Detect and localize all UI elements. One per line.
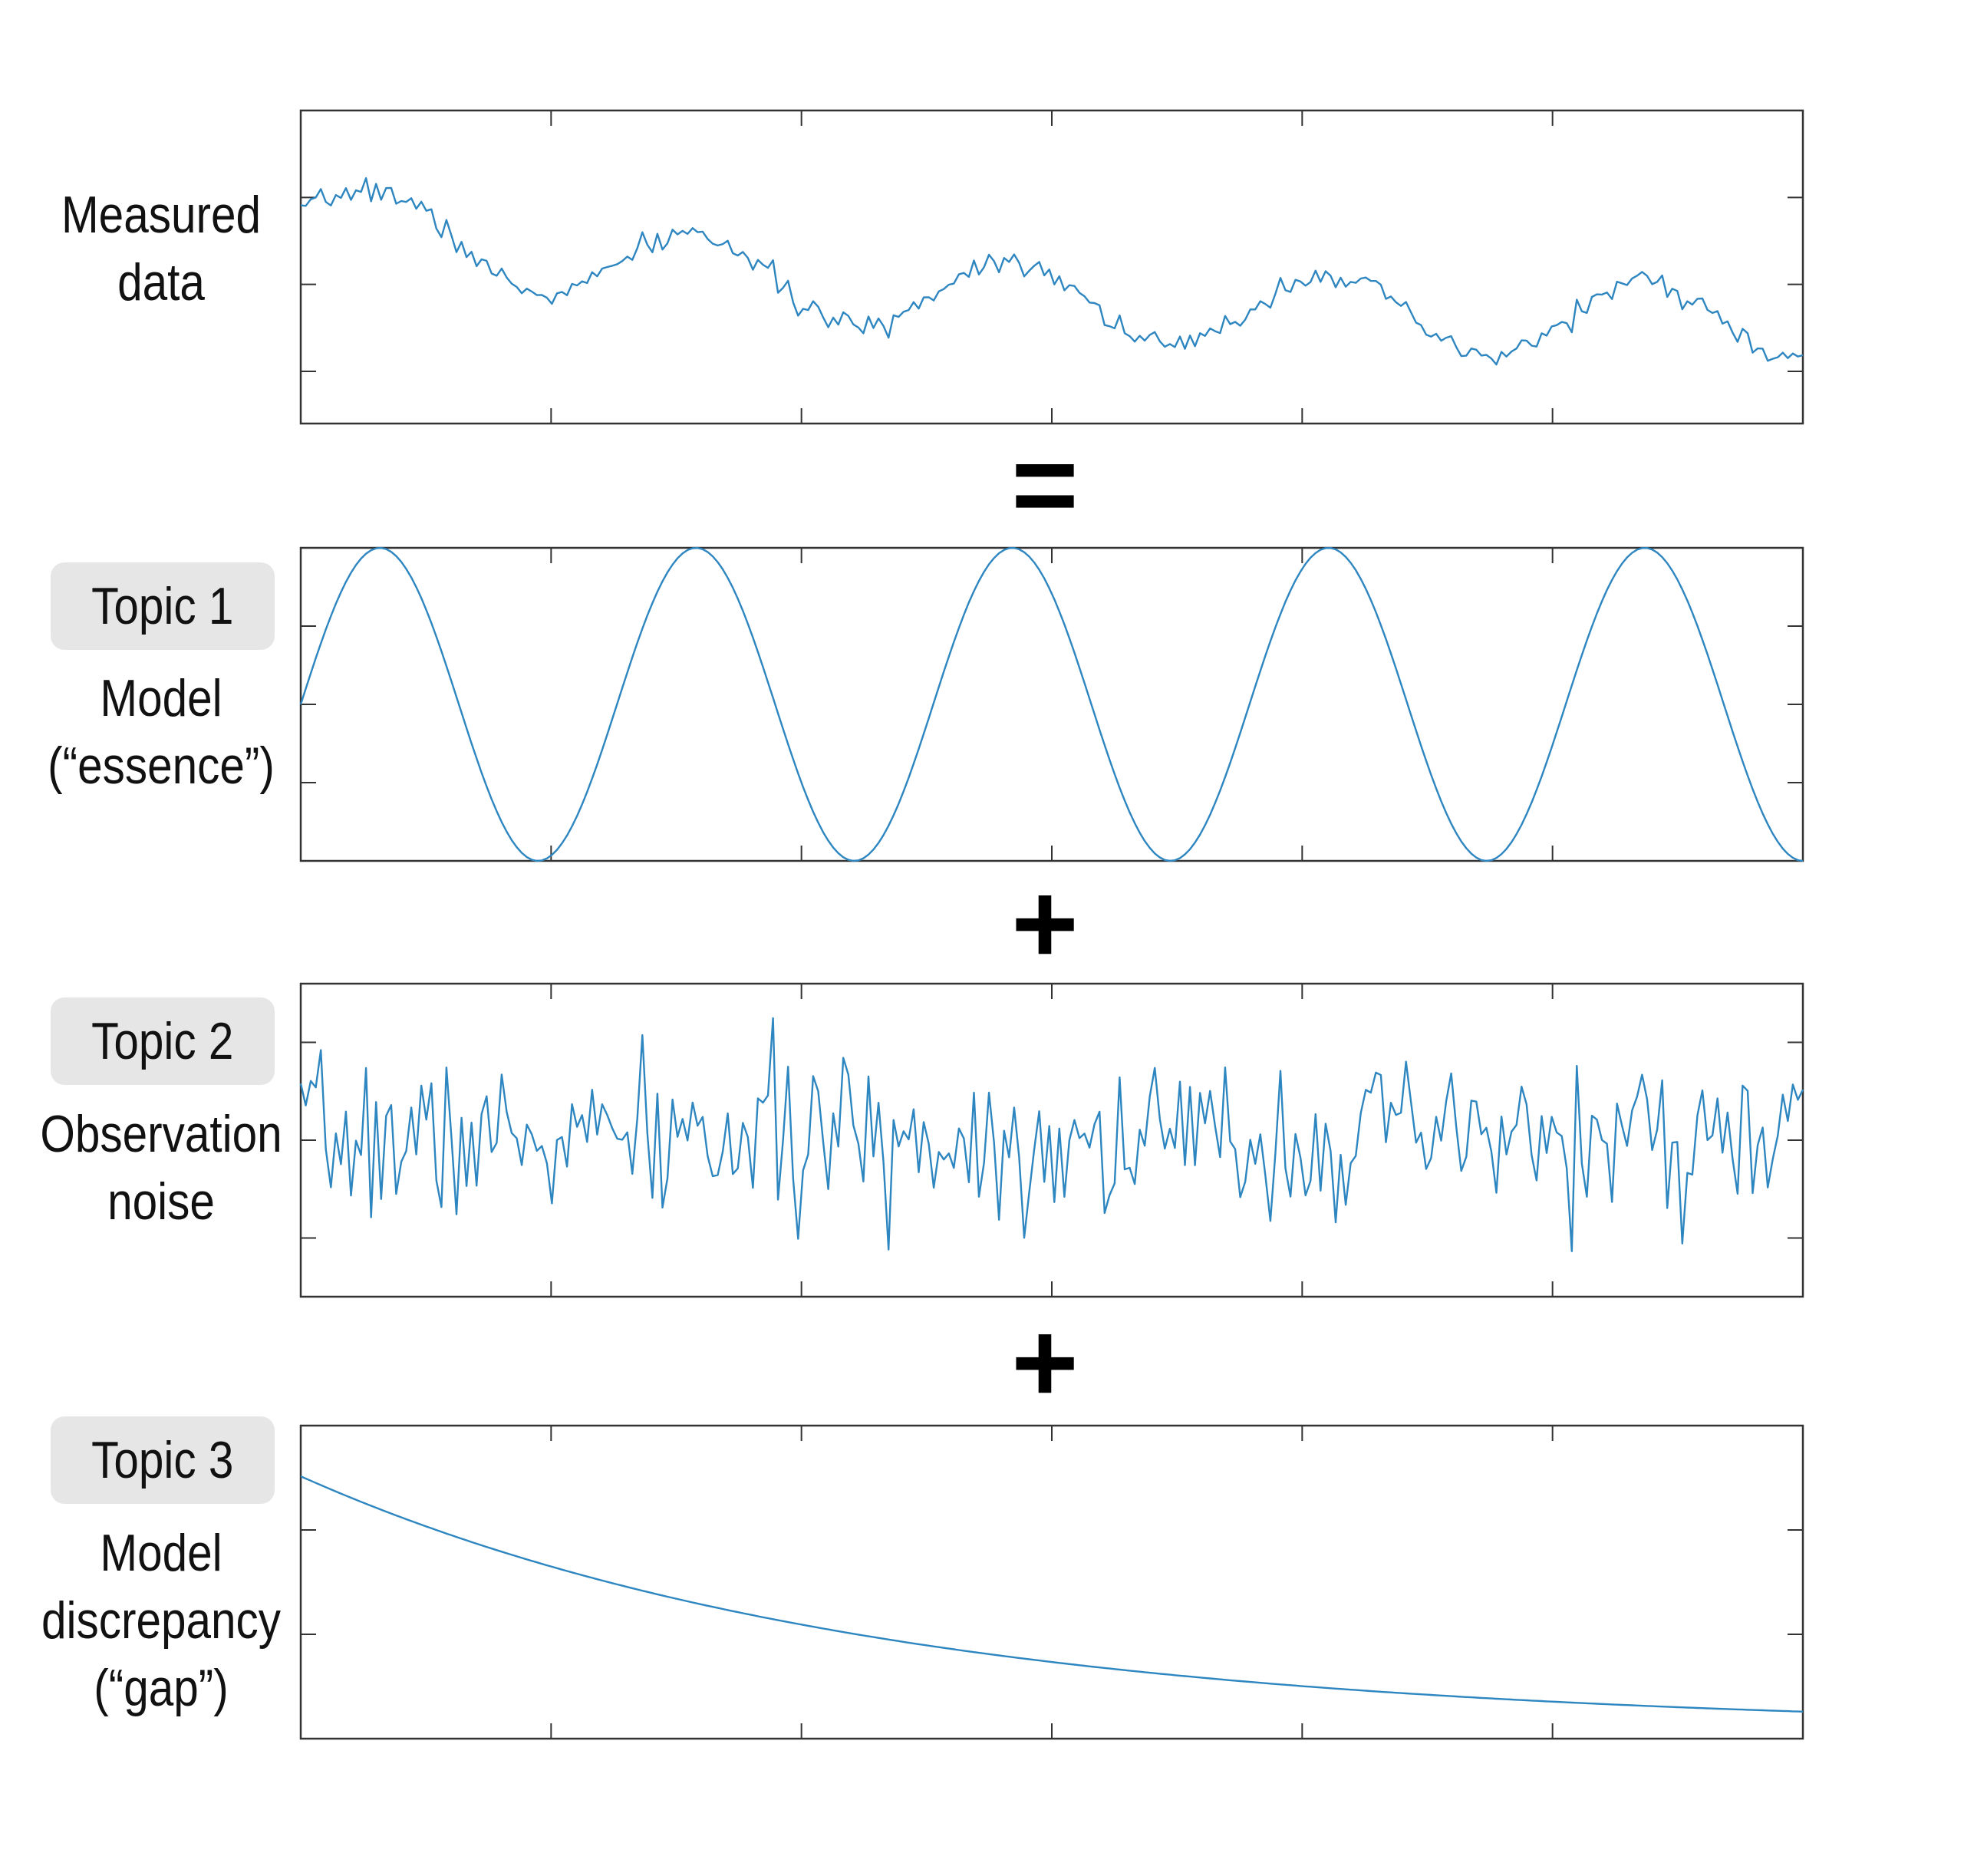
label-line: discrepancy xyxy=(41,1591,282,1650)
plot-frame xyxy=(299,982,1804,1298)
model-discrepancy-label: Model discrepancy (“gap”) xyxy=(36,1519,287,1722)
topic-1-badge: Topic 1 xyxy=(51,562,275,650)
measured-data-label: Measured data xyxy=(36,181,287,316)
topic-2-text: Topic 2 xyxy=(91,1012,234,1070)
chart-panel-2 xyxy=(299,546,1804,862)
label-line: Model xyxy=(100,669,222,727)
plot-frame xyxy=(299,1424,1804,1740)
series-line-topic3 xyxy=(300,1475,1804,1713)
plus-sign-1: + xyxy=(1011,859,1079,987)
series-line-measured xyxy=(300,176,1804,366)
model-essence-label: Model (“essence”) xyxy=(36,664,287,800)
label-line: Model xyxy=(100,1524,222,1582)
label-line: (“essence”) xyxy=(48,737,275,795)
label-line: (“gap”) xyxy=(94,1659,229,1717)
topic-2-badge: Topic 2 xyxy=(51,997,275,1085)
plus-sign-2: + xyxy=(1011,1297,1079,1426)
plot-frame xyxy=(299,109,1804,425)
topic-3-text: Topic 3 xyxy=(91,1431,234,1489)
series-line-topic1 xyxy=(299,546,1804,862)
label-line: Measured xyxy=(61,186,262,244)
observation-noise-label: Observation noise xyxy=(36,1100,287,1235)
series-line-topic2 xyxy=(299,1017,1804,1252)
chart-panel-3 xyxy=(299,982,1804,1298)
chart-panel-4 xyxy=(299,1424,1804,1740)
label-line: noise xyxy=(107,1172,215,1231)
label-line: Observation xyxy=(40,1105,282,1163)
equals-sign: = xyxy=(1011,420,1079,549)
topic-3-badge: Topic 3 xyxy=(51,1416,275,1504)
topic-1-text: Topic 1 xyxy=(91,577,234,635)
chart-panel-1 xyxy=(299,109,1804,425)
label-line: data xyxy=(117,253,205,312)
